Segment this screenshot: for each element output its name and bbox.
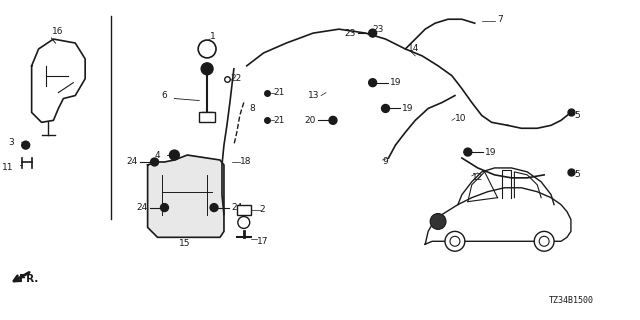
Text: 7: 7 xyxy=(497,15,503,24)
Text: FR.: FR. xyxy=(19,274,38,284)
Text: 12: 12 xyxy=(472,173,483,182)
Text: 19: 19 xyxy=(484,148,496,156)
Circle shape xyxy=(464,148,472,156)
Text: 18: 18 xyxy=(240,157,252,166)
Text: 3: 3 xyxy=(8,138,14,147)
Text: 16: 16 xyxy=(51,27,63,36)
Circle shape xyxy=(369,79,376,87)
Text: 24: 24 xyxy=(231,203,242,212)
Text: 13: 13 xyxy=(308,91,319,100)
Circle shape xyxy=(430,213,446,229)
Text: 10: 10 xyxy=(455,114,467,123)
Text: 14: 14 xyxy=(408,44,420,53)
Circle shape xyxy=(22,141,29,149)
Text: 24: 24 xyxy=(136,203,148,212)
Circle shape xyxy=(170,150,179,160)
Circle shape xyxy=(238,217,250,228)
Circle shape xyxy=(450,236,460,246)
Circle shape xyxy=(539,236,549,246)
Circle shape xyxy=(445,231,465,251)
Text: 8: 8 xyxy=(250,104,255,113)
Text: 11: 11 xyxy=(3,164,14,172)
Text: 21: 21 xyxy=(273,88,285,97)
Circle shape xyxy=(161,204,168,212)
Circle shape xyxy=(198,40,216,58)
Text: 2: 2 xyxy=(260,205,265,214)
Polygon shape xyxy=(148,155,224,237)
Circle shape xyxy=(381,105,390,112)
Text: 23: 23 xyxy=(344,28,356,38)
Text: 24: 24 xyxy=(127,157,138,166)
Text: 1: 1 xyxy=(210,32,216,41)
Text: TZ34B1500: TZ34B1500 xyxy=(548,296,594,305)
Text: 19: 19 xyxy=(403,104,414,113)
Text: 22: 22 xyxy=(230,74,241,83)
Text: 15: 15 xyxy=(179,239,190,248)
Circle shape xyxy=(201,63,213,75)
Text: 5: 5 xyxy=(574,170,580,180)
Circle shape xyxy=(329,116,337,124)
Text: 4: 4 xyxy=(155,150,161,160)
Circle shape xyxy=(534,231,554,251)
Circle shape xyxy=(369,29,376,37)
Text: 9: 9 xyxy=(383,157,388,166)
Text: 20: 20 xyxy=(305,116,316,125)
Text: 6: 6 xyxy=(162,91,168,100)
Circle shape xyxy=(210,204,218,212)
Text: 5: 5 xyxy=(574,111,580,120)
Bar xyxy=(199,112,215,122)
Text: 21: 21 xyxy=(273,116,285,125)
Circle shape xyxy=(150,158,159,166)
Bar xyxy=(237,204,251,214)
Text: 23: 23 xyxy=(372,25,384,34)
Text: 17: 17 xyxy=(257,237,268,246)
Text: 19: 19 xyxy=(390,78,401,87)
